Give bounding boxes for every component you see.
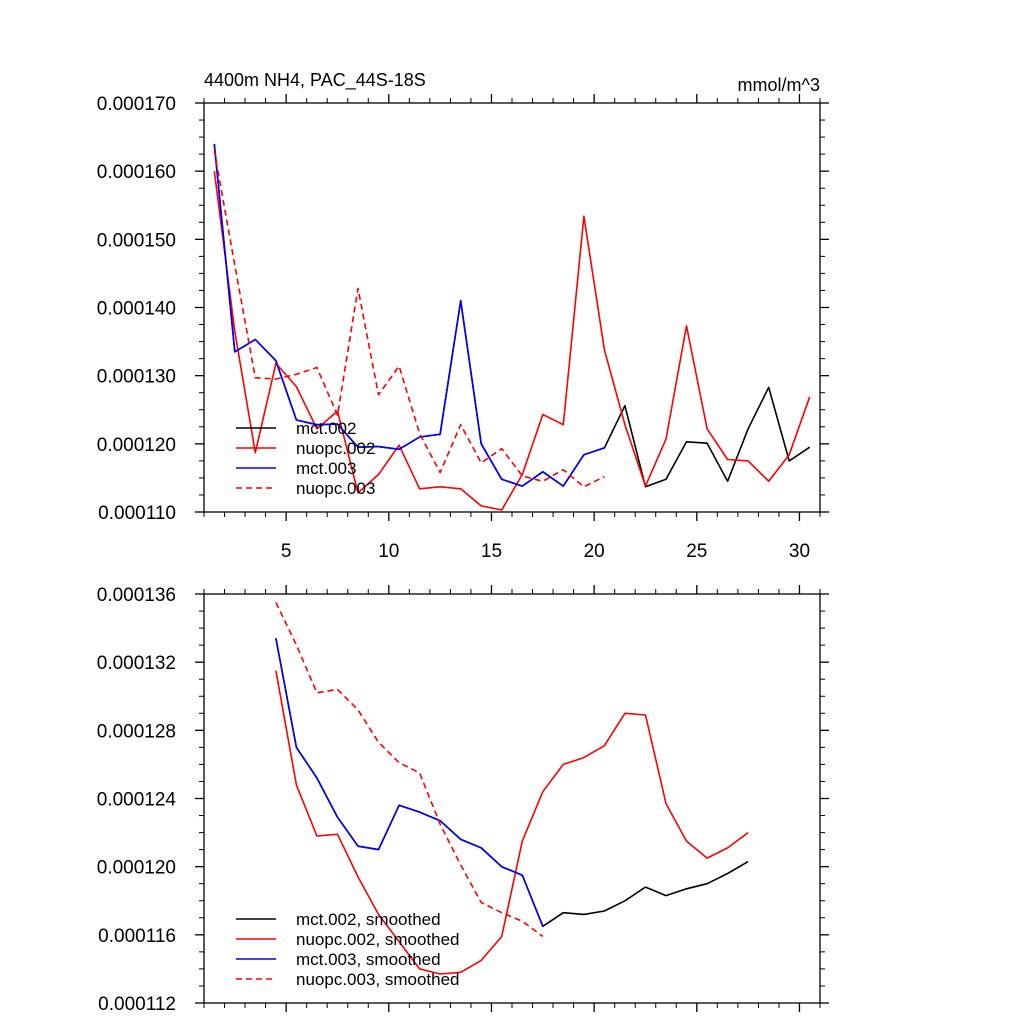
top-ytick-label: 0.000160	[97, 162, 176, 183]
top-legend-label: nuopc.002	[296, 439, 375, 458]
top-ytick-label: 0.000120	[97, 435, 176, 456]
bottom-series-line-mct-003-smoothed	[275, 638, 544, 927]
top-xtick-label: 30	[789, 541, 810, 562]
top-xtick-label: 20	[584, 541, 605, 562]
bottom-ytick-label: 0.000116	[98, 926, 176, 947]
top-series-line-nuopc-003	[213, 150, 605, 488]
bottom-series-line-mct-002-smoothed	[275, 638, 749, 928]
top-ytick-label: 0.000150	[97, 230, 176, 251]
top-xtick-label: 25	[686, 541, 707, 562]
bottom-ytick-label: 0.000120	[97, 858, 176, 879]
top-legend-label: mct.002	[296, 419, 356, 438]
bottom-series-line-nuopc-003-smoothed	[275, 602, 544, 938]
bottom-ytick-label: 0.000136	[97, 585, 176, 606]
top-ytick-label: 0.000170	[97, 94, 176, 115]
top-series-line-mct-003	[213, 143, 605, 487]
top-panel: 0.000110 0.000120 0.000130 0.000140 0.000150…	[97, 70, 829, 562]
bottom-ytick-label: 0.000124	[97, 790, 177, 811]
bottom-legend-label: mct.003, smoothed	[296, 950, 441, 969]
bottom-ytick-label: 0.000128	[97, 721, 176, 742]
top-ytick-label: 0.000140	[97, 299, 176, 320]
top-xtick-label: 10	[378, 541, 399, 562]
bottom-legend-label: nuopc.002, smoothed	[296, 930, 460, 949]
bottom-ytick-label: 0.000112	[98, 994, 176, 1015]
top-xtick-label: 5	[281, 541, 292, 562]
top-series-line-nuopc-002	[213, 171, 811, 511]
top-ytick-label: 0.000110	[98, 503, 176, 524]
bottom-ytick-label: 0.000132	[97, 653, 176, 674]
top-legend-label: mct.003	[296, 459, 356, 478]
bottom-panel: 0.000112 0.000116 0.000120 0.000124 0.000128…	[97, 585, 829, 1015]
top-units-label: mmol/m^3	[738, 75, 820, 95]
bottom-series-line-nuopc-002-smoothed	[275, 670, 749, 975]
bottom-legend-label: mct.002, smoothed	[296, 910, 441, 929]
top-legend-label: nuopc.003	[296, 479, 375, 498]
bottom-legend-label: nuopc.003, smoothed	[296, 970, 460, 989]
top-ytick-label: 0.000130	[97, 367, 176, 388]
top-xtick-label: 15	[481, 541, 502, 562]
top-chart-title: 4400m NH4, PAC_44S-18S	[204, 70, 426, 91]
